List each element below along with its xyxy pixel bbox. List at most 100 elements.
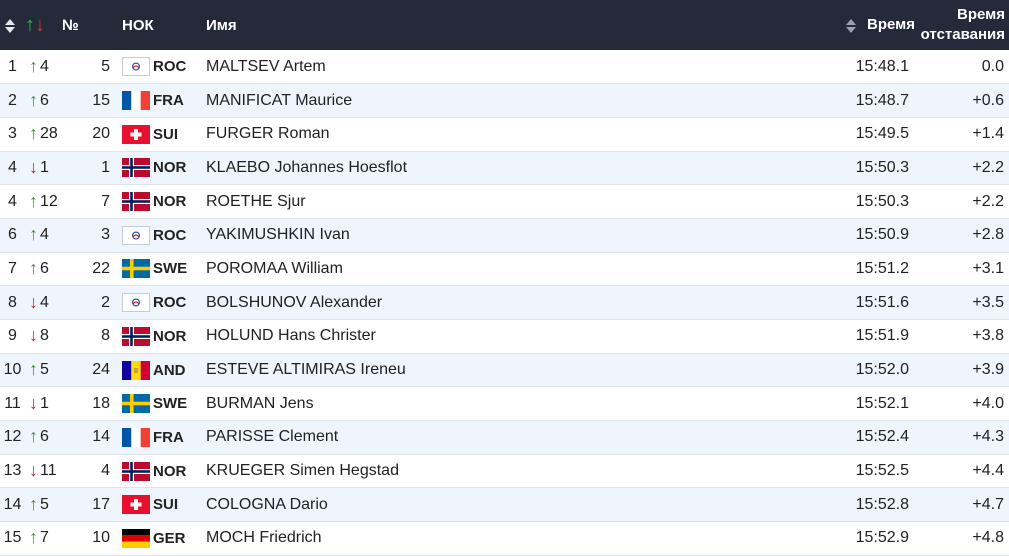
athlete-name-cell[interactable]: COLOGNA Dario	[206, 488, 706, 522]
athlete-name-cell[interactable]: FURGER Roman	[206, 117, 706, 151]
bib-value: 14	[92, 428, 110, 446]
rank-cell: 4	[0, 185, 25, 219]
athlete-name[interactable]: YAKIMUSHKIN Ivan	[206, 226, 350, 244]
table-row[interactable]: 7 ↑ 6 22 SWE POROMAA William 15:51.2 +3.1	[0, 252, 1009, 286]
athlete-name[interactable]: PARISSE Clement	[206, 428, 339, 446]
bib-cell: 10	[62, 522, 122, 556]
table-row[interactable]: 4 ↑ 12 7 NOR ROETHE Sjur 15:50.3 +2.2	[0, 184, 1009, 219]
name-header[interactable]: Имя	[206, 0, 706, 50]
noc-code: ROC	[153, 58, 187, 76]
noc-code: GER	[153, 529, 186, 547]
arrow-down-icon: ↓	[29, 156, 38, 177]
table-row[interactable]: 3 ↑ 28 20 SUI FURGER Roman 15:49.5 +1.4	[0, 117, 1009, 152]
time-value: 15:49.5	[855, 125, 909, 143]
athlete-name-cell[interactable]: KRUEGER Simen Hegstad	[206, 454, 706, 488]
gap-value: +3.5	[972, 293, 1004, 311]
athlete-name[interactable]: MOCH Friedrich	[206, 529, 322, 547]
rank-value: 4	[8, 158, 17, 176]
bib-value: 15	[92, 91, 110, 109]
noc-code: NOR	[153, 462, 187, 480]
movement-value: 28	[40, 125, 58, 143]
movement-sort-header[interactable]: ↑↓	[25, 0, 62, 50]
sort-icon[interactable]	[845, 18, 857, 34]
table-row[interactable]: 13 ↓ 11 4 NOR KRUEGER Simen Hegstad 15:52.5 +4.…	[0, 454, 1009, 488]
table-row[interactable]: 15 ↑ 7 10 GER MOCH Friedrich 15:52.9 +4.8	[0, 521, 1009, 556]
sort-icon[interactable]	[4, 18, 16, 34]
gap-value: +2.2	[972, 192, 1004, 210]
table-row[interactable]: 1 ↑ 4 5 ROC MALTSEV Artem 15:48.1 0.0	[0, 50, 1009, 84]
athlete-name-cell[interactable]: PARISSE Clement	[206, 421, 706, 455]
athlete-name-cell[interactable]: MOCH Friedrich	[206, 522, 706, 556]
gap-value: +3.9	[972, 361, 1004, 379]
gap-value: +4.0	[972, 394, 1004, 412]
athlete-name-cell[interactable]: ESTEVE ALTIMIRAS Ireneu	[206, 353, 706, 387]
table-row[interactable]: 6 ↑ 4 3 ROC YAKIMUSHKIN Ivan 15:50.9 +2.8	[0, 218, 1009, 253]
rank-sort-header[interactable]	[0, 0, 25, 50]
table-row[interactable]: 8 ↓ 4 2 ROC BOLSHUNOV Alexander 15:51.6 +3.5	[0, 285, 1009, 320]
bib-cell: 18	[62, 387, 122, 421]
table-row[interactable]: 14 ↑ 5 17 SUI COLOGNA Dario 15:52.8 +4.7	[0, 487, 1009, 522]
gap-header-line1: Время	[957, 6, 1005, 23]
athlete-name[interactable]: FURGER Roman	[206, 125, 330, 143]
time-cell: 15:52.4	[706, 421, 919, 455]
bib-header[interactable]: №	[62, 0, 122, 50]
table-row[interactable]: 12 ↑ 6 14 FRA PARISSE Clement 15:52.4 +4.3	[0, 420, 1009, 455]
athlete-name[interactable]: MALTSEV Artem	[206, 57, 326, 75]
nor-flag-icon	[122, 461, 153, 481]
noc-cell: AND	[122, 353, 206, 387]
table-row[interactable]: 4 ↓ 1 1 NOR KLAEBO Johannes Hoesflot 15:50.3 +2…	[0, 151, 1009, 185]
time-cell: 15:50.3	[706, 185, 919, 219]
table-row[interactable]: 10 ↑ 5 24 AND ESTEVE ALTIMIRAS Ireneu 15:52.0 +…	[0, 353, 1009, 387]
time-value: 15:52.8	[855, 495, 909, 513]
noc-cell: FRA	[122, 84, 206, 118]
bib-cell: 22	[62, 252, 122, 286]
rank-value: 12	[3, 428, 22, 446]
noc-code: NOR	[153, 159, 187, 177]
athlete-name[interactable]: MANIFICAT Maurice	[206, 91, 353, 109]
noc-code: FRA	[153, 428, 184, 446]
athlete-name[interactable]: COLOGNA Dario	[206, 495, 328, 513]
athlete-name[interactable]: KRUEGER Simen Hegstad	[206, 462, 399, 480]
rank-value: 1	[8, 57, 17, 75]
table-row[interactable]: 2 ↑ 6 15 FRA MANIFICAT Maurice 15:48.7 +0.6	[0, 83, 1009, 118]
athlete-name-cell[interactable]: HOLUND Hans Christer	[206, 320, 706, 354]
athlete-name[interactable]: BURMAN Jens	[206, 394, 314, 412]
gap-cell: +2.2	[919, 151, 1009, 185]
bib-value: 22	[92, 259, 110, 277]
athlete-name[interactable]: POROMAA William	[206, 259, 343, 277]
table-row[interactable]: 11 ↓ 1 18 SWE BURMAN Jens 15:52.1 +4.0	[0, 386, 1009, 421]
athlete-name-cell[interactable]: MANIFICAT Maurice	[206, 84, 706, 118]
athlete-name-cell[interactable]: ROETHE Sjur	[206, 185, 706, 219]
gap-cell: +3.1	[919, 252, 1009, 286]
noc-cell: NOR	[122, 320, 206, 354]
athlete-name-cell[interactable]: BURMAN Jens	[206, 387, 706, 421]
sui-flag-icon	[122, 124, 153, 144]
athlete-name-cell[interactable]: BOLSHUNOV Alexander	[206, 286, 706, 320]
time-sort-header[interactable]: Время	[706, 0, 919, 50]
movement-value: 1	[40, 158, 49, 176]
bib-cell: 14	[62, 421, 122, 455]
noc-cell: NOR	[122, 454, 206, 488]
athlete-name-cell[interactable]: KLAEBO Johannes Hoesflot	[206, 151, 706, 185]
and-flag-icon	[122, 360, 153, 380]
gap-cell: +4.8	[919, 522, 1009, 556]
athlete-name-cell[interactable]: YAKIMUSHKIN Ivan	[206, 218, 706, 252]
athlete-name-cell[interactable]: POROMAA William	[206, 252, 706, 286]
athlete-name[interactable]: ROETHE Sjur	[206, 192, 306, 210]
athlete-name[interactable]: HOLUND Hans Christer	[206, 327, 376, 345]
time-cell: 15:48.7	[706, 84, 919, 118]
rank-cell: 15	[0, 522, 25, 556]
athlete-name[interactable]: BOLSHUNOV Alexander	[206, 293, 383, 311]
noc-cell: ROC	[122, 218, 206, 252]
athlete-name[interactable]: ESTEVE ALTIMIRAS Ireneu	[206, 361, 406, 379]
bib-cell: 24	[62, 353, 122, 387]
bib-cell: 2	[62, 286, 122, 320]
athlete-name[interactable]: KLAEBO Johannes Hoesflot	[206, 158, 408, 176]
swe-flag-icon	[122, 394, 153, 414]
athlete-name-cell[interactable]: MALTSEV Artem	[206, 50, 706, 84]
table-row[interactable]: 9 ↓ 8 8 NOR HOLUND Hans Christer 15:51.9 +3.8	[0, 319, 1009, 354]
movement-arrows-icon[interactable]: ↑↓	[25, 14, 45, 37]
nor-flag-icon	[122, 326, 153, 346]
noc-header[interactable]: НОК	[122, 0, 206, 50]
gap-header[interactable]: Время отставания	[919, 0, 1009, 50]
